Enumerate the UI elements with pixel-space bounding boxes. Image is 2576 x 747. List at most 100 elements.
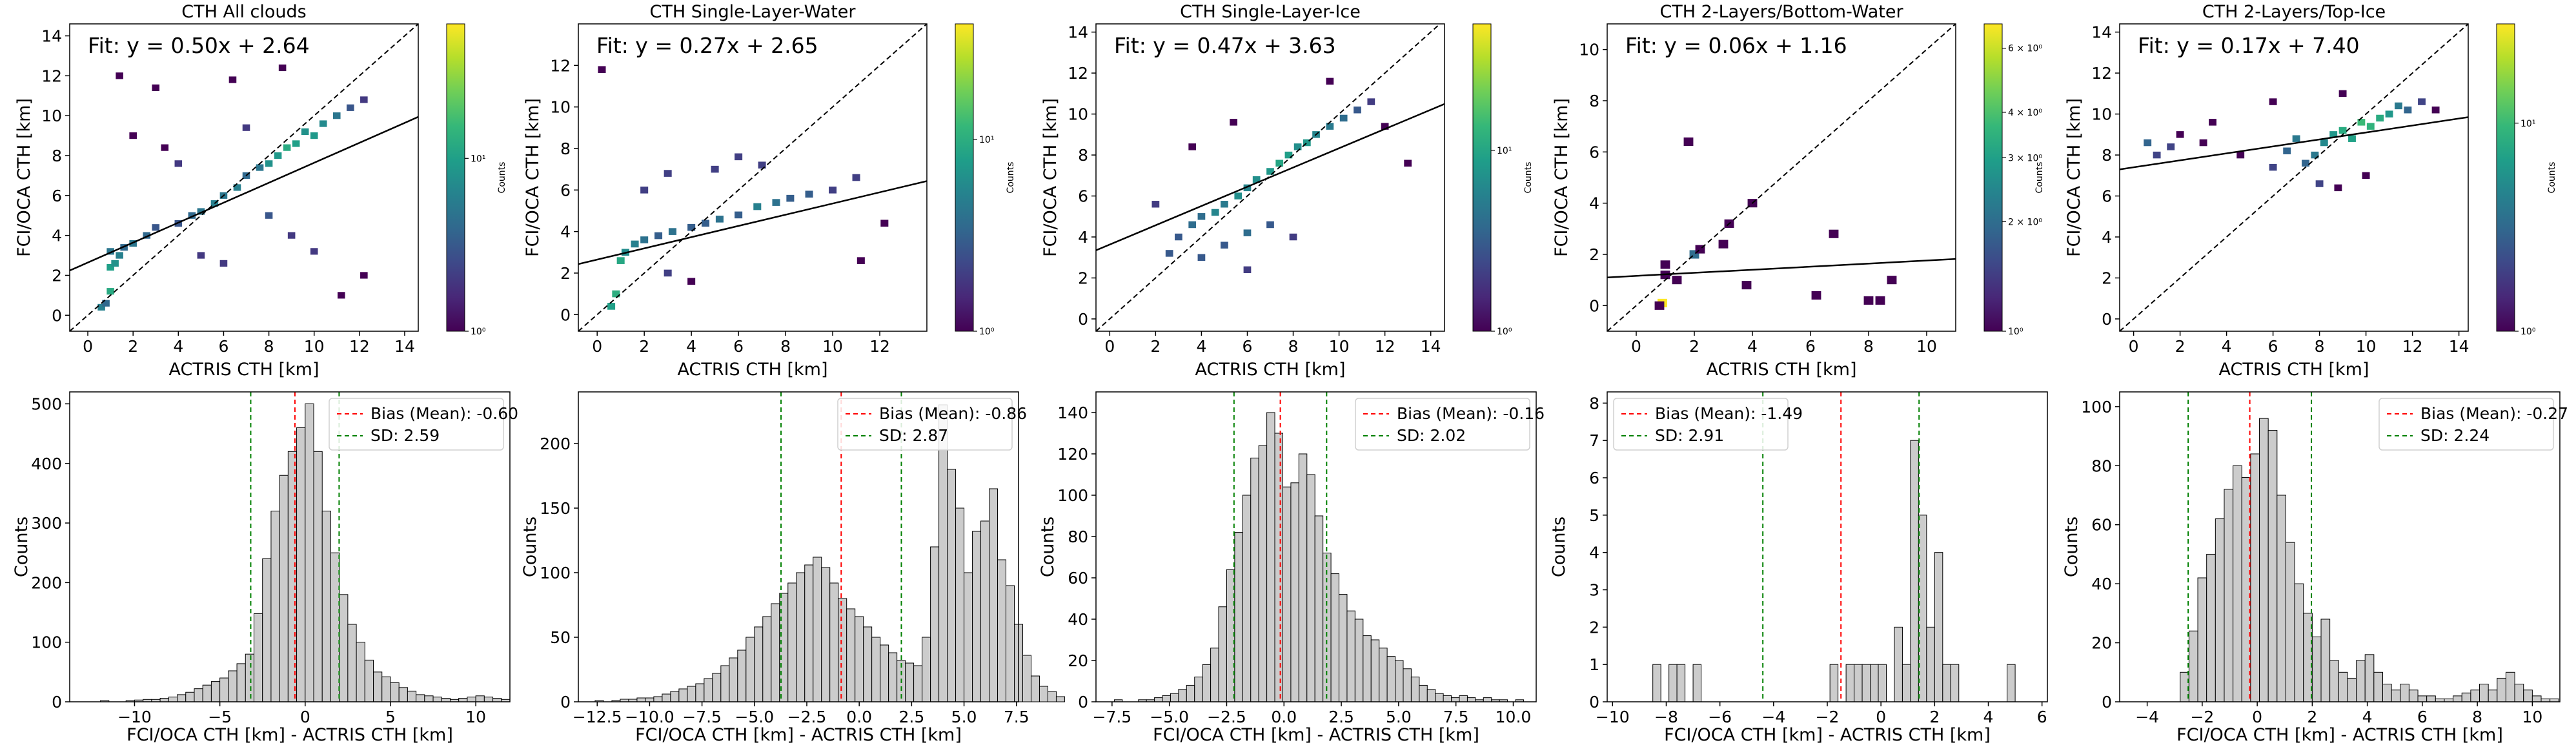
x-tick-label: 5 (385, 708, 396, 726)
histogram-bar (1451, 697, 1460, 702)
y-tick-label: 6 (1589, 469, 1599, 487)
histogram-bar (2224, 489, 2234, 702)
histogram-bar (653, 696, 663, 702)
histogram-bar (2320, 619, 2331, 702)
heatmap-cell (1221, 201, 1228, 208)
histogram-bar (2408, 690, 2419, 702)
histogram-bar (2250, 453, 2260, 702)
y-tick-label: 2 (1589, 618, 1599, 637)
legend-box (837, 398, 1013, 451)
histogram-bar (1006, 585, 1015, 702)
y-tick-label: 2 (1078, 269, 1088, 287)
legend-sd-label: SD: 2.59 (370, 426, 440, 445)
x-tick-label: 0 (1631, 337, 1641, 356)
heatmap-cell (1875, 296, 1885, 305)
heatmap-cell (228, 76, 237, 83)
colorbar-tick-label: 10⁰ (1497, 327, 1512, 337)
heatmap-cell (2315, 180, 2324, 187)
histogram-bar (245, 653, 254, 702)
x-tick-label: −6 (1708, 708, 1732, 726)
y-tick-label: 8 (1589, 394, 1599, 413)
x-tick-label: −4 (1761, 708, 1785, 726)
histogram-bar (636, 697, 646, 702)
x-tick-label: −2.5 (787, 708, 827, 726)
x-tick-label: −5.0 (735, 708, 774, 726)
heatmap-cell (1683, 137, 1694, 147)
y-tick-label: 6 (1078, 187, 1088, 206)
x-axis-label: ACTRIS CTH [km] (168, 360, 319, 380)
y-tick-label: 10 (1068, 105, 1088, 124)
y-tick-label: 8 (1078, 146, 1088, 165)
heatmap-cell (2348, 135, 2356, 142)
x-tick-label: 2 (1150, 337, 1161, 356)
histogram-bar (2417, 695, 2428, 702)
heatmap-cell (360, 272, 368, 279)
fit-equation: Fit: y = 0.17x + 7.40 (2138, 33, 2360, 58)
histogram-bar (373, 671, 383, 702)
heatmap-cell (219, 260, 228, 267)
heatmap-cell (758, 161, 766, 169)
x-axis-label: FCI/OCA CTH [km] - ACTRIS CTH [km] (2176, 725, 2503, 745)
colorbar (1472, 23, 1492, 332)
histogram-bar (855, 616, 864, 702)
heatmap-cell (265, 212, 273, 219)
histogram-bar (1047, 691, 1057, 702)
histogram-bar (1154, 697, 1163, 702)
x-tick-label: 4 (1747, 337, 1758, 356)
chart-title: CTH All clouds (181, 2, 306, 22)
heatmap-cell (2176, 131, 2184, 138)
y-tick-label: 6 (1589, 143, 1599, 161)
legend-sd-label: SD: 2.24 (2420, 426, 2490, 445)
one-to-one-line (1607, 24, 1956, 331)
x-axis-label: ACTRIS CTH [km] (1195, 360, 1345, 380)
fit-line (2120, 116, 2468, 170)
histogram-bar (762, 616, 772, 702)
axes-frame (578, 23, 928, 332)
x-tick-label: 6 (2417, 708, 2428, 726)
y-axis-label: FCI/OCA CTH [km] (2064, 98, 2084, 257)
histogram-bar (980, 520, 990, 702)
x-tick-label: −2 (1816, 708, 1840, 726)
histogram-bar (2531, 695, 2542, 702)
x-tick-label: 12 (2402, 337, 2423, 356)
y-tick-label: 4 (1078, 228, 1088, 247)
y-tick-label: 6 (2102, 187, 2112, 206)
histogram-bar (1178, 689, 1187, 702)
histogram-bar (1942, 664, 1951, 702)
histogram-bar (185, 691, 195, 702)
x-tick-label: 4 (2362, 708, 2373, 726)
y-tick-label: 400 (31, 455, 62, 473)
y-tick-label: 60 (2091, 516, 2112, 535)
heatmap-cell (1381, 123, 1389, 130)
histogram-bar (1186, 684, 1195, 702)
heatmap-cell (1252, 176, 1261, 183)
heatmap-cell (161, 144, 169, 151)
x-tick-label: −2.5 (1207, 708, 1246, 726)
histogram-bar (1298, 453, 1308, 702)
x-tick-label: −10 (1596, 708, 1630, 726)
heatmap-cell (735, 211, 743, 219)
x-axis-label: FCI/OCA CTH [km] - ACTRIS CTH [km] (635, 725, 962, 745)
histogram-bar (2311, 636, 2322, 702)
x-tick-label: 8 (264, 337, 274, 356)
legend: Bias (Mean): -0.60 SD: 2.59 (329, 398, 518, 451)
x-axis-label: FCI/OCA CTH [km] - ACTRIS CTH [km] (127, 725, 453, 745)
histogram-bar (838, 598, 847, 702)
y-tick-label: 10 (1579, 41, 1599, 59)
histogram-bar (168, 697, 178, 702)
heatmap-cell (852, 174, 860, 181)
histogram-bar (398, 687, 408, 702)
heatmap-cell (1863, 296, 1874, 305)
histogram-bar (2007, 664, 2016, 702)
histogram-bar (2479, 684, 2489, 702)
histogram-bar (2400, 684, 2409, 702)
histogram-bar (483, 697, 494, 702)
histogram-bar (2426, 695, 2436, 702)
heatmap-cell (1339, 114, 1348, 122)
histogram-bar (1242, 495, 1252, 702)
y-tick-label: 6 (560, 181, 571, 200)
one-to-one-line (2120, 24, 2468, 331)
y-tick-label: 7 (1589, 431, 1599, 450)
x-tick-label: 2 (2175, 337, 2186, 356)
histogram-bar (813, 557, 822, 702)
